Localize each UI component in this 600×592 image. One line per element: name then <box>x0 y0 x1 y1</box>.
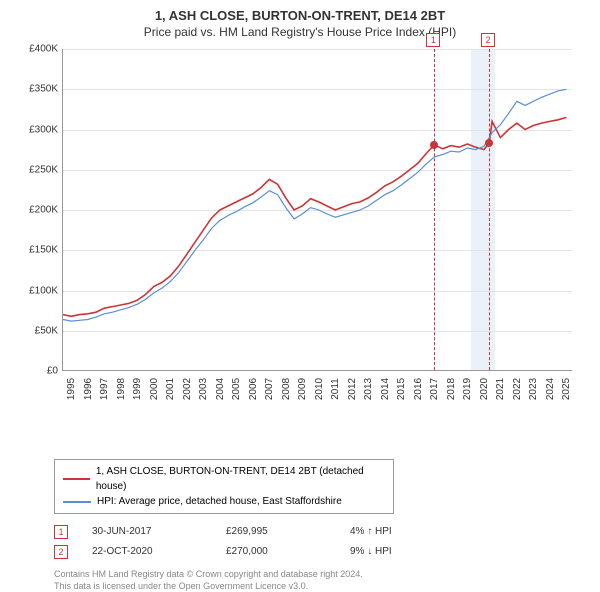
sale-date: 30-JUN-2017 <box>92 522 202 542</box>
x-tick-label: 2008 <box>281 378 292 400</box>
sale-diff: 9% ↓ HPI <box>350 542 450 562</box>
x-tick-label: 2016 <box>413 378 424 400</box>
x-tick-label: 2021 <box>495 378 506 400</box>
x-tick-label: 2011 <box>330 378 341 400</box>
chart-area: 1995 1996 1997 1998 1999 2000 2001 2002 2003 2004… <box>18 45 578 415</box>
x-tick-label: 2007 <box>264 378 275 400</box>
sale-marker-inline: 1 <box>54 525 68 539</box>
legend: 1, ASH CLOSE, BURTON-ON-TRENT, DE14 2BT … <box>54 459 394 514</box>
x-tick-label: 2025 <box>561 378 572 400</box>
sale-price: £269,995 <box>226 522 326 542</box>
y-tick-label: £100K <box>16 285 58 296</box>
chart-title: 1, ASH CLOSE, BURTON-ON-TRENT, DE14 2BT <box>12 8 588 23</box>
series-price_paid <box>63 117 566 316</box>
y-tick-label: £250K <box>16 164 58 175</box>
x-tick-label: 2010 <box>314 378 325 400</box>
sale-marker-box: 2 <box>481 33 495 47</box>
footer-line-2: This data is licensed under the Open Gov… <box>54 580 582 592</box>
x-tick-label: 1996 <box>83 378 94 400</box>
plot: 1995199619971998199920002001200220032004… <box>62 49 572 371</box>
x-tick-label: 2005 <box>231 378 242 400</box>
x-tick-label: 2017 <box>429 378 440 400</box>
sale-marker-line <box>434 49 435 370</box>
x-tick-label: 2024 <box>545 378 556 400</box>
sale-row: 1 30-JUN-2017 £269,995 4% ↑ HPI <box>54 522 582 542</box>
x-tick-label: 2020 <box>479 378 490 400</box>
chart-subtitle: Price paid vs. HM Land Registry's House … <box>12 25 588 39</box>
legend-label-1: 1, ASH CLOSE, BURTON-ON-TRENT, DE14 2BT … <box>96 464 385 494</box>
x-tick-label: 2015 <box>396 378 407 400</box>
x-tick-label: 1998 <box>116 378 127 400</box>
legend-label-2: HPI: Average price, detached house, East… <box>97 494 342 509</box>
y-tick-label: £200K <box>16 205 58 216</box>
sale-diff: 4% ↑ HPI <box>350 522 450 542</box>
sale-marker-dot <box>430 141 438 149</box>
legend-swatch-1 <box>63 478 90 480</box>
sale-date: 22-OCT-2020 <box>92 542 202 562</box>
y-tick-label: £0 <box>16 366 58 377</box>
y-tick-label: £150K <box>16 245 58 256</box>
legend-swatch-2 <box>63 501 91 503</box>
footer-line-1: Contains HM Land Registry data © Crown c… <box>54 568 582 580</box>
x-tick-label: 2006 <box>248 378 259 400</box>
x-tick-label: 2023 <box>528 378 539 400</box>
sale-marker-line <box>489 49 490 370</box>
sale-marker-box: 1 <box>426 33 440 47</box>
sale-marker-inline: 2 <box>54 545 68 559</box>
x-tick-label: 2013 <box>363 378 374 400</box>
y-tick-label: £50K <box>16 325 58 336</box>
x-tick-label: 2018 <box>446 378 457 400</box>
x-tick-label: 1999 <box>132 378 143 400</box>
line-series <box>63 49 572 370</box>
sale-marker-dot <box>485 139 493 147</box>
x-tick-label: 2004 <box>215 378 226 400</box>
series-hpi <box>63 89 566 321</box>
x-tick-label: 1995 <box>66 378 77 400</box>
sale-records: 1 30-JUN-2017 £269,995 4% ↑ HPI 2 22-OCT-2020… <box>54 522 582 562</box>
sale-row: 2 22-OCT-2020 £270,000 9% ↓ HPI <box>54 542 582 562</box>
x-tick-label: 2000 <box>149 378 160 400</box>
y-tick-label: £350K <box>16 84 58 95</box>
x-tick-label: 2022 <box>512 378 523 400</box>
x-tick-label: 2003 <box>198 378 209 400</box>
x-tick-label: 2014 <box>380 378 391 400</box>
y-tick-label: £300K <box>16 124 58 135</box>
x-tick-label: 2012 <box>347 378 358 400</box>
y-tick-label: £400K <box>16 44 58 55</box>
sale-price: £270,000 <box>226 542 326 562</box>
footer-attribution: Contains HM Land Registry data © Crown c… <box>54 568 582 592</box>
x-tick-label: 1997 <box>99 378 110 400</box>
x-tick-label: 2019 <box>462 378 473 400</box>
x-tick-label: 2009 <box>297 378 308 400</box>
legend-row-1: 1, ASH CLOSE, BURTON-ON-TRENT, DE14 2BT … <box>63 464 385 494</box>
legend-row-2: HPI: Average price, detached house, East… <box>63 494 385 509</box>
x-tick-label: 2002 <box>182 378 193 400</box>
x-tick-label: 2001 <box>165 378 176 400</box>
